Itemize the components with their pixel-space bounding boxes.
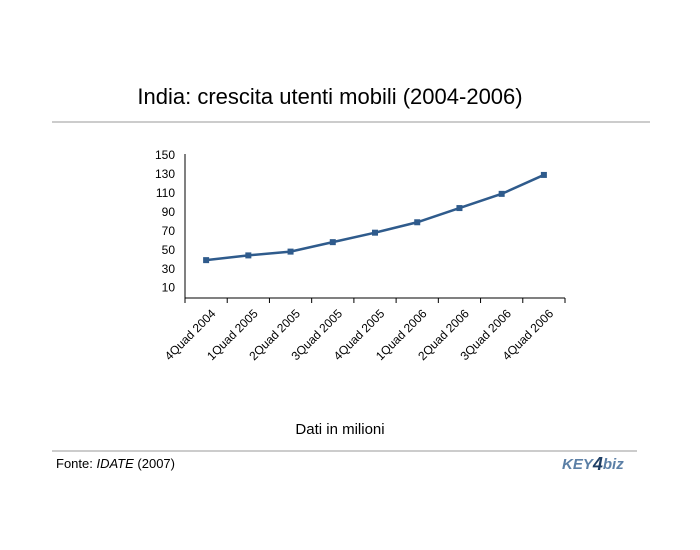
marker bbox=[414, 219, 421, 226]
y-tick-label: 130 bbox=[155, 167, 175, 181]
source-year: (2007) bbox=[134, 456, 175, 471]
logo-right: biz bbox=[603, 456, 624, 473]
source-prefix: Fonte: bbox=[56, 456, 96, 471]
series-line bbox=[205, 173, 545, 262]
subtitle: Dati in milioni bbox=[295, 421, 384, 438]
marker bbox=[287, 248, 294, 255]
source: Fonte: IDATE (2007) bbox=[56, 456, 175, 471]
y-tick-label: 10 bbox=[162, 281, 176, 295]
marker bbox=[372, 229, 378, 236]
y-tick-label: 50 bbox=[162, 243, 176, 257]
y-tick-label: 70 bbox=[162, 224, 176, 238]
y-tick-label: 150 bbox=[155, 148, 175, 162]
logo-mid: 4 bbox=[592, 454, 603, 474]
marker bbox=[456, 205, 463, 212]
marker bbox=[540, 171, 547, 178]
logo: KEY4biz bbox=[562, 454, 624, 474]
marker bbox=[203, 257, 210, 264]
marker bbox=[329, 239, 336, 246]
y-tick-label: 90 bbox=[162, 205, 176, 219]
y-tick-label: 110 bbox=[156, 186, 175, 200]
marker bbox=[498, 190, 505, 197]
source-name: IDATE bbox=[96, 456, 134, 471]
logo-left: KEY bbox=[562, 456, 595, 473]
chart-title: India: crescita utenti mobili (2004-2006… bbox=[137, 84, 522, 109]
y-tick-label: 30 bbox=[162, 262, 176, 276]
marker bbox=[245, 252, 252, 259]
